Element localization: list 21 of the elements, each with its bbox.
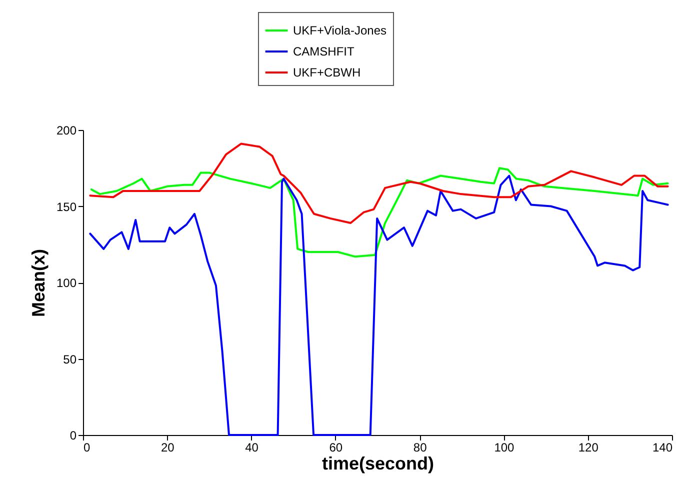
x-tick-label: 60: [329, 440, 343, 454]
y-tick-label: 200: [56, 124, 77, 138]
x-tick-label: 100: [494, 440, 515, 454]
y-axis-title: Mean(x): [28, 248, 48, 318]
legend-label: CAMSHFIT: [293, 44, 355, 58]
line-series: [90, 167, 669, 258]
x-tick-label: 40: [245, 440, 259, 454]
y-tick-label: 50: [63, 352, 77, 366]
y-tick-label: 150: [56, 200, 77, 214]
x-tick-label: 80: [413, 440, 428, 454]
line-series: [89, 174, 669, 436]
x-axis-title: time(second): [322, 454, 434, 474]
x-tick-label: 0: [84, 440, 90, 454]
legend-label: UKF+CBWH: [293, 66, 361, 80]
x-tick-label: 120: [578, 440, 599, 454]
y-tick-label: 0: [70, 428, 77, 442]
x-tick-label: 140: [652, 440, 673, 454]
legend-label: UKF+Viola-Jones: [293, 24, 386, 38]
line-series: [89, 142, 669, 224]
y-tick-label: 100: [56, 276, 77, 290]
x-tick-label: 20: [160, 440, 175, 454]
